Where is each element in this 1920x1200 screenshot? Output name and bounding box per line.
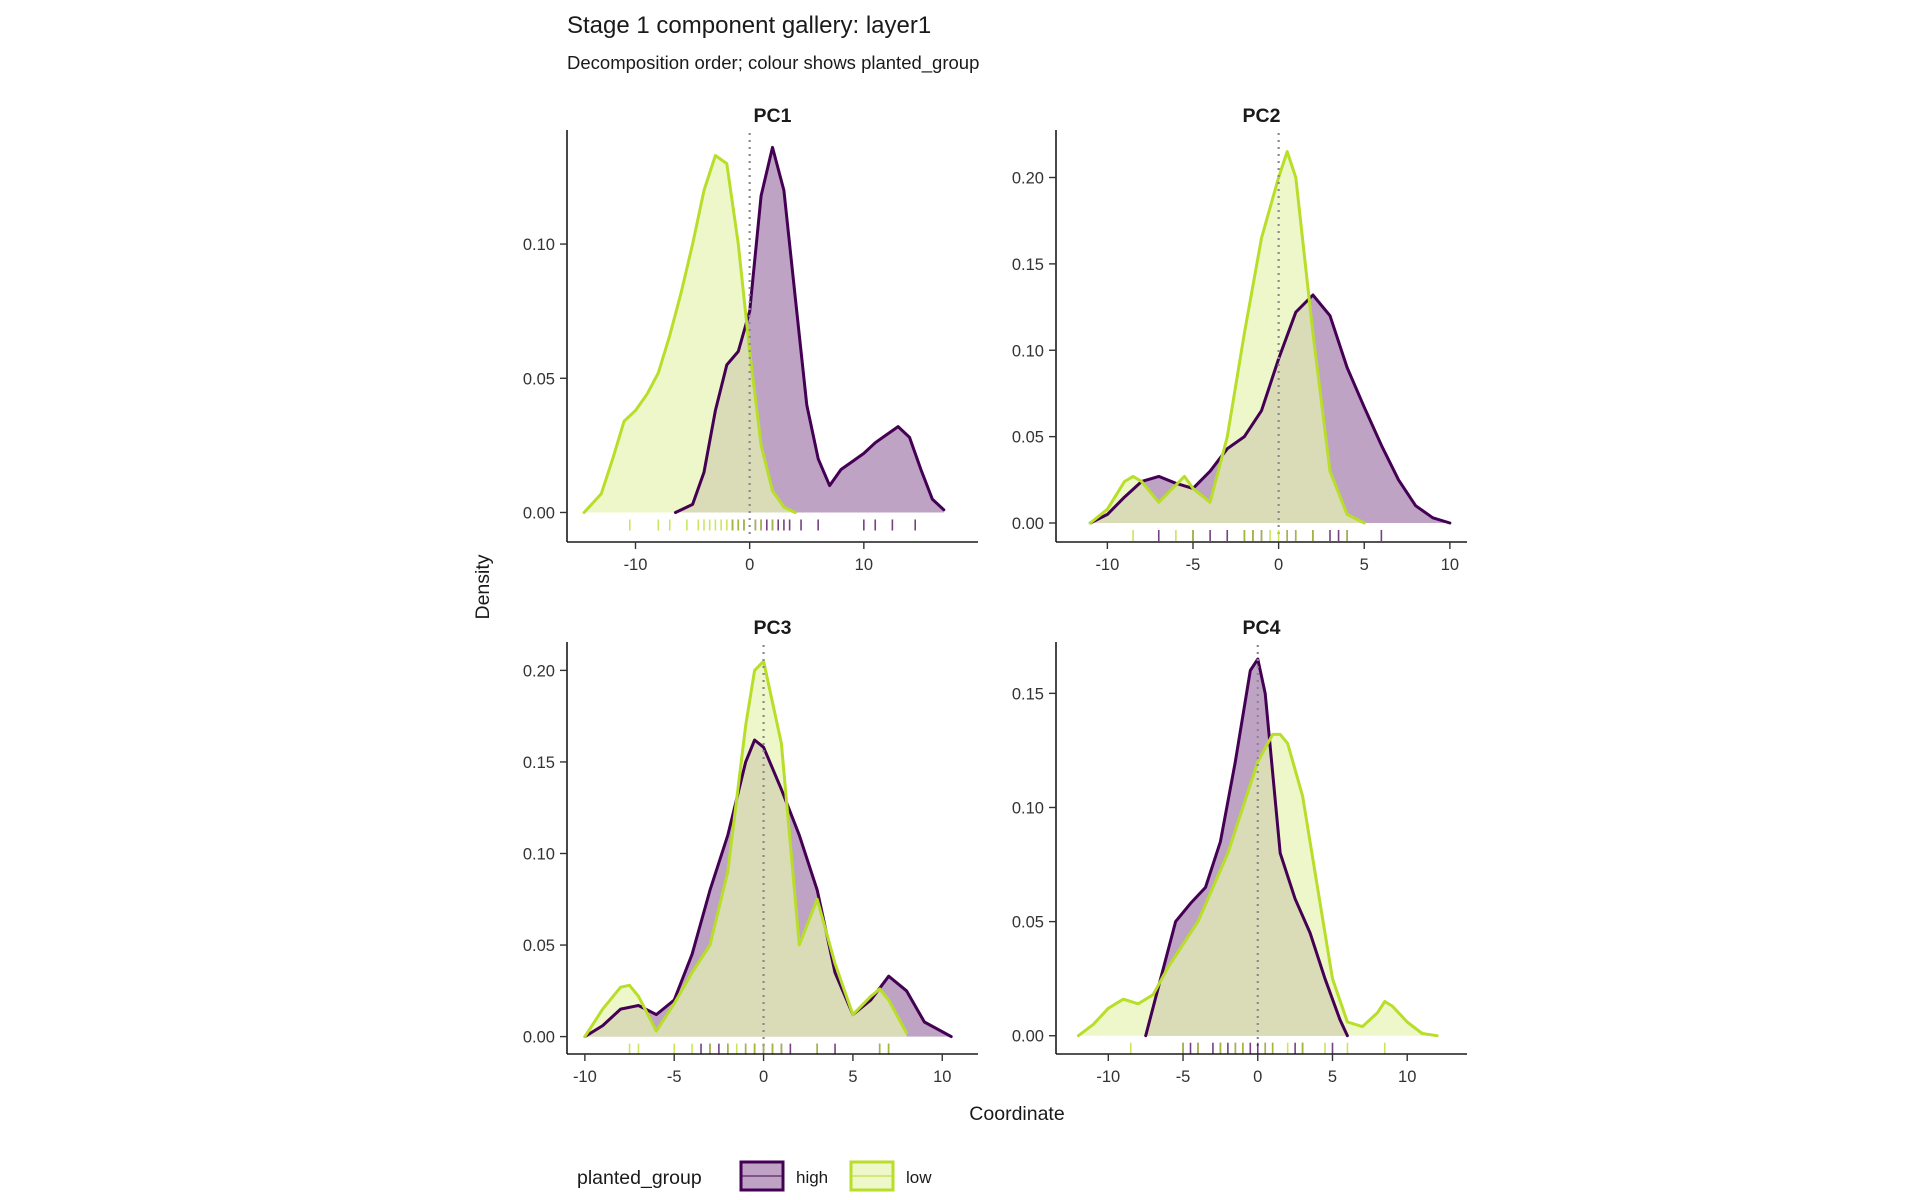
panel-label: PC1 xyxy=(754,105,792,127)
y-tick-label: 0.05 xyxy=(523,937,555,955)
density-area-low xyxy=(1078,734,1438,1036)
y-tick-label: 0.10 xyxy=(1012,799,1044,817)
x-tick-label: 0 xyxy=(1274,556,1283,574)
density-line-high xyxy=(1144,657,1349,1038)
density-line-low xyxy=(582,154,797,514)
chart-title: Stage 1 component gallery: layer1 xyxy=(567,12,931,39)
density-area-low xyxy=(584,155,796,513)
y-tick-label: 0.05 xyxy=(1012,429,1044,447)
y-tick-label: 0.20 xyxy=(1012,170,1044,188)
panel-pc3: PC3 -10 -5 0 5 10 0.00 0.05 0.10 0.15 0.20 xyxy=(523,617,978,1086)
panel-label: PC4 xyxy=(1243,617,1281,639)
y-axis-label: Density xyxy=(472,554,494,619)
x-tick-label: -10 xyxy=(573,1068,597,1086)
y-tick-label: 0.10 xyxy=(523,236,555,254)
density-line-low xyxy=(583,659,908,1039)
panel-pc4: PC4 -10 -5 0 5 10 0.00 0.05 0.10 0.15 xyxy=(1012,617,1467,1086)
x-tick-label: 10 xyxy=(1398,1068,1416,1086)
x-tick-label: -10 xyxy=(624,556,648,574)
x-tick-label: -5 xyxy=(667,1068,682,1086)
y-tick-label: 0.10 xyxy=(1012,342,1044,360)
density-line-high xyxy=(674,145,946,514)
density-line-high xyxy=(1088,293,1452,525)
y-tick-label: 0.05 xyxy=(1012,914,1044,932)
y-tick-label: 0.00 xyxy=(523,1029,555,1047)
x-tick-label: 0 xyxy=(759,1068,768,1086)
density-line-low xyxy=(1088,150,1366,525)
x-tick-label: -10 xyxy=(1095,556,1119,574)
panel-pc2: PC2 -10 -5 0 5 10 0.00 0.05 0.10 0.15 0.20 xyxy=(1012,105,1467,574)
x-axis-label: Coordinate xyxy=(969,1103,1064,1125)
y-tick-label: 0.20 xyxy=(523,662,555,680)
x-tick-label: 5 xyxy=(1328,1068,1337,1086)
y-tick-label: 0.10 xyxy=(523,845,555,863)
y-tick-label: 0.15 xyxy=(1012,256,1044,274)
panel-label: PC3 xyxy=(754,617,792,639)
y-tick-label: 0.00 xyxy=(1012,515,1044,533)
density-area-low xyxy=(584,661,907,1037)
density-line-low xyxy=(1076,732,1439,1038)
y-tick-label: 0.05 xyxy=(523,370,555,388)
x-tick-label: 10 xyxy=(933,1068,951,1086)
legend-label-low: low xyxy=(906,1168,932,1187)
legend: planted_group high low xyxy=(577,1160,932,1192)
x-tick-label: 0 xyxy=(1253,1068,1262,1086)
x-tick-label: 0 xyxy=(745,556,754,574)
x-tick-label: 10 xyxy=(855,556,873,574)
panel-label: PC2 xyxy=(1243,105,1281,127)
density-area-low xyxy=(1090,151,1365,523)
x-tick-label: 10 xyxy=(1441,556,1459,574)
y-tick-label: 0.00 xyxy=(523,504,555,522)
y-tick-label: 0.00 xyxy=(1012,1028,1044,1046)
x-tick-label: -10 xyxy=(1096,1068,1120,1086)
x-tick-label: -5 xyxy=(1176,1068,1191,1086)
x-tick-label: -5 xyxy=(1186,556,1201,574)
x-tick-label: 5 xyxy=(1360,556,1369,574)
facet-panels: PC1 -10 0 10 0.00 0.05 0.10 PC2 -10 -5 0 5 10 0.00 0.0… xyxy=(523,105,1467,1086)
x-tick-label: 5 xyxy=(848,1068,857,1086)
y-tick-label: 0.15 xyxy=(523,754,555,772)
panel-pc1: PC1 -10 0 10 0.00 0.05 0.10 xyxy=(523,105,978,574)
legend-label-high: high xyxy=(796,1168,828,1187)
legend-title: planted_group xyxy=(577,1167,702,1189)
chart-subtitle: Decomposition order; colour shows plante… xyxy=(567,52,979,74)
y-tick-label: 0.15 xyxy=(1012,685,1044,703)
